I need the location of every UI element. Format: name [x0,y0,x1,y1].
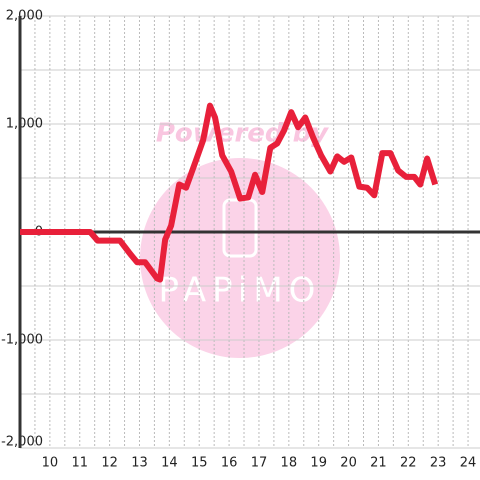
x-tick-label: 19 [310,456,327,471]
line [20,102,439,283]
x-tick-label: 14 [161,456,178,471]
x-tick-label: 11 [71,456,88,471]
x-tick-label: 13 [131,456,148,471]
x-tick-label: 21 [370,456,387,471]
x-tick-label: 17 [251,456,268,471]
x-tick-label: 18 [281,456,298,471]
y-tick-label: -1,000 [1,333,43,348]
watermark-circle [140,158,340,358]
y-tick-label: 2,000 [6,9,43,24]
x-tick-label: 23 [430,456,447,471]
x-tick-label: 22 [400,456,417,471]
x-tick-label: 20 [340,456,357,471]
watermark-text: PAPiMO [159,271,322,311]
watermark: Powered by PAPiMO [140,119,340,358]
x-tick-label: 10 [42,456,59,471]
x-tick-label: 16 [221,456,238,471]
y-tick-label: -2,000 [1,435,43,450]
x-tick-label: 15 [191,456,208,471]
x-tick-label: 24 [460,456,477,471]
y-tick-label: 1,000 [6,117,43,132]
x-tick-label: 12 [101,456,118,471]
